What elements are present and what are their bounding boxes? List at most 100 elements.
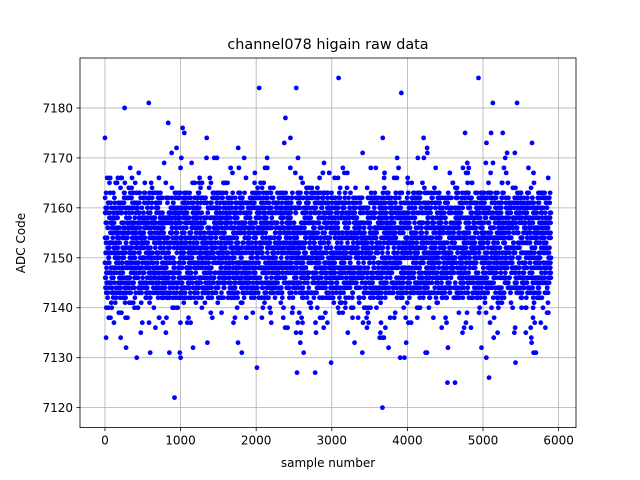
- data-point: [425, 220, 431, 226]
- data-point: [390, 290, 396, 296]
- data-point: [367, 220, 373, 226]
- data-point: [425, 285, 430, 291]
- data-point: [320, 170, 326, 176]
- data-point: [365, 310, 371, 316]
- data-point: [360, 150, 366, 156]
- data-point: [218, 240, 224, 246]
- data-point: [235, 295, 240, 301]
- data-point: [429, 235, 435, 241]
- data-point: [167, 295, 172, 301]
- data-point: [227, 215, 233, 221]
- data-point: [104, 220, 110, 226]
- data-point: [300, 260, 306, 266]
- data-point: [148, 245, 153, 251]
- data-point: [121, 200, 127, 206]
- data-point: [141, 245, 147, 251]
- data-point: [151, 305, 157, 311]
- data-point: [135, 205, 140, 211]
- data-point: [460, 205, 466, 211]
- data-point: [207, 175, 213, 181]
- data-point: [161, 225, 166, 231]
- data-point: [318, 245, 323, 251]
- data-point: [431, 220, 437, 226]
- data-point: [131, 280, 137, 286]
- data-point: [145, 240, 151, 246]
- data-point: [113, 295, 119, 301]
- data-point: [465, 290, 471, 296]
- data-point: [268, 310, 274, 316]
- data-point: [320, 315, 326, 321]
- data-point: [455, 250, 461, 256]
- data-point: [123, 295, 128, 301]
- data-point: [443, 215, 448, 221]
- data-point: [142, 190, 148, 196]
- data-point: [378, 300, 384, 306]
- data-point: [161, 245, 167, 251]
- data-point: [228, 240, 234, 246]
- data-point: [429, 280, 435, 286]
- data-point: [144, 285, 150, 291]
- data-point: [279, 290, 285, 296]
- data-point: [255, 290, 261, 296]
- data-point: [255, 255, 261, 261]
- data-point: [432, 265, 438, 271]
- data-point: [266, 295, 271, 301]
- data-point: [465, 285, 471, 291]
- data-point: [454, 195, 460, 201]
- data-point: [132, 215, 138, 221]
- data-point: [235, 145, 241, 151]
- data-point: [323, 310, 328, 316]
- data-point: [209, 295, 215, 301]
- data-point: [448, 275, 454, 281]
- data-point: [169, 150, 175, 156]
- data-point: [374, 230, 380, 236]
- data-point: [198, 200, 204, 206]
- data-point: [439, 280, 444, 286]
- data-point: [206, 260, 212, 266]
- data-point: [447, 170, 453, 176]
- data-point: [315, 230, 321, 236]
- data-point: [259, 250, 265, 256]
- data-point: [297, 340, 303, 346]
- data-point: [260, 285, 266, 291]
- data-point: [281, 215, 286, 221]
- data-point: [183, 205, 189, 211]
- data-point: [156, 315, 162, 321]
- data-point: [473, 225, 479, 231]
- data-point: [289, 190, 295, 196]
- data-point: [140, 275, 146, 281]
- data-point: [257, 215, 263, 221]
- data-point: [473, 260, 479, 266]
- data-point: [110, 190, 116, 196]
- data-point: [428, 205, 434, 211]
- data-point: [323, 285, 328, 291]
- data-point: [190, 345, 196, 351]
- data-point: [163, 265, 169, 271]
- data-point: [131, 285, 137, 291]
- data-point: [230, 190, 236, 196]
- data-point: [304, 190, 310, 196]
- data-point: [301, 245, 307, 251]
- data-point: [163, 180, 169, 186]
- data-point: [303, 265, 309, 271]
- data-point: [414, 240, 420, 246]
- data-point: [187, 285, 192, 291]
- data-point: [396, 195, 402, 201]
- data-point: [337, 295, 342, 301]
- data-point: [225, 250, 231, 256]
- data-point: [169, 185, 175, 191]
- data-point: [229, 200, 235, 206]
- data-point: [293, 290, 299, 296]
- data-point: [261, 180, 267, 186]
- data-point: [293, 330, 299, 336]
- data-point: [302, 240, 308, 246]
- data-point: [267, 305, 273, 311]
- data-point: [256, 260, 262, 266]
- data-point: [199, 295, 205, 301]
- data-point: [370, 280, 376, 286]
- data-point: [434, 270, 440, 276]
- data-point: [231, 225, 237, 231]
- data-point: [189, 160, 195, 166]
- data-point: [269, 215, 275, 221]
- data-point: [132, 250, 137, 256]
